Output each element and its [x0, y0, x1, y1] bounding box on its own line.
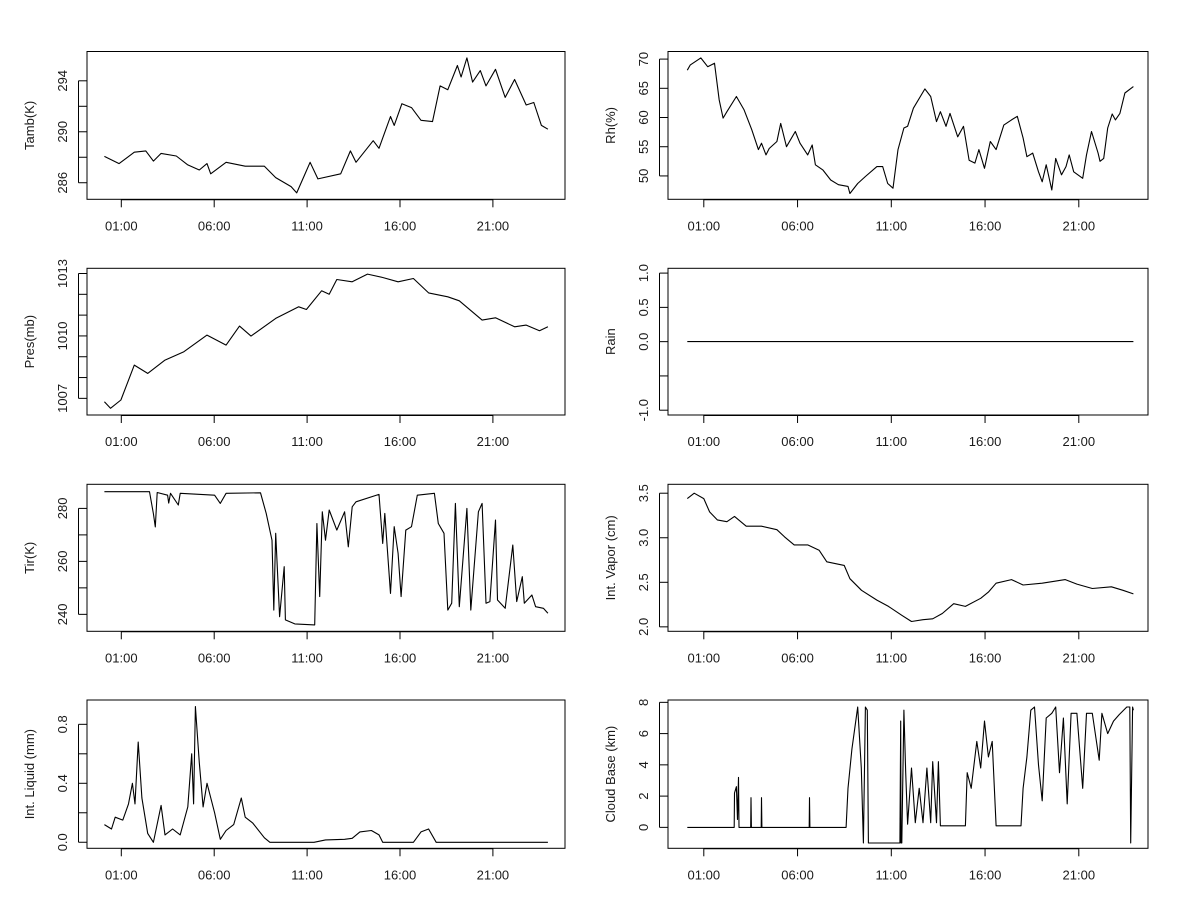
y-tick-label: -1.0	[636, 399, 651, 421]
plot-frame	[86, 267, 566, 416]
y-tick-label: 286	[55, 172, 70, 194]
y-tick-label: 6	[636, 730, 651, 737]
y-tick-label: 1013	[55, 259, 70, 288]
y-tick-label: 280	[55, 498, 70, 520]
panel-int-vapor-cm: 01:00 06:00 11:00 16:00 21:00 2.0 2.5 3.0 3.5 Int…	[603, 483, 1149, 665]
y-axis-title: Rain	[603, 328, 618, 355]
panel-cloud-base-km: 01:00 06:00 11:00 16:00 21:00 0 2 4 6 8 Cloud Base…	[603, 699, 1149, 882]
y-axis-title: Cloud Base (km)	[603, 726, 618, 823]
x-tick-label: 11:00	[291, 434, 323, 449]
y-tick-label: 0.8	[55, 715, 70, 733]
x-tick-label: 01:00	[105, 867, 138, 882]
y-tick-label: 294	[55, 70, 70, 92]
x-tick-label: 21:00	[1063, 650, 1096, 665]
x-tick-label: 21:00	[477, 867, 510, 882]
panel-rh: 01:00 06:00 11:00 16:00 21:00 50 55 60 65 70 Rh(%)	[603, 51, 1149, 233]
y-tick-label: 2.0	[636, 618, 651, 636]
x-tick-label: 11:00	[291, 867, 323, 882]
panel-int-liquid-mm: 01:00 06:00 11:00 16:00 21:00 0.0 0.4 0.8 Int. L…	[22, 699, 566, 882]
y-tick-label: 1007	[55, 384, 70, 413]
y-axis-title: Tir(K)	[22, 542, 37, 574]
y-tick-label: 0.4	[55, 774, 70, 792]
x-tick-label: 06:00	[781, 650, 814, 665]
y-tick-label: 0.5	[636, 298, 651, 316]
y-tick-label: 2	[636, 792, 651, 799]
x-tick-label: 06:00	[198, 867, 231, 882]
series-line	[104, 706, 548, 843]
x-tick-label: 11:00	[876, 867, 908, 882]
x-tick-label: 06:00	[781, 434, 814, 449]
y-tick-label: 0	[636, 824, 651, 831]
x-tick-label: 11:00	[876, 218, 908, 233]
panel-pres-mb: 01:00 06:00 11:00 16:00 21:00 1007 1010 1013 Pre…	[22, 259, 566, 449]
x-tick-label: 16:00	[969, 218, 1002, 233]
x-tick-label: 16:00	[969, 434, 1002, 449]
x-tick-label: 01:00	[688, 867, 721, 882]
x-tick-label: 06:00	[198, 650, 231, 665]
y-tick-label: 3.5	[636, 484, 651, 502]
plot-frame	[667, 483, 1149, 632]
x-tick-label: 01:00	[105, 650, 138, 665]
plot-frame	[667, 699, 1149, 849]
series-line	[104, 57, 549, 194]
y-axis-title: Pres(mb)	[22, 315, 37, 368]
x-tick-label: 01:00	[105, 218, 138, 233]
y-tick-label: 70	[636, 52, 651, 66]
y-tick-label: 1010	[55, 321, 70, 350]
y-tick-label: 65	[636, 81, 651, 95]
x-tick-label: 06:00	[781, 867, 814, 882]
x-tick-label: 11:00	[291, 218, 323, 233]
x-tick-label: 01:00	[688, 650, 721, 665]
x-tick-label: 16:00	[384, 867, 417, 882]
x-tick-label: 16:00	[384, 434, 417, 449]
y-tick-label: 8	[636, 699, 651, 706]
y-tick-label: 55	[636, 139, 651, 153]
y-axis-title: Int. Liquid (mm)	[22, 729, 37, 819]
y-tick-label: 2.5	[636, 573, 651, 591]
x-tick-label: 01:00	[688, 218, 721, 233]
series-line	[104, 491, 549, 626]
x-tick-label: 16:00	[384, 650, 417, 665]
x-tick-label: 16:00	[969, 867, 1002, 882]
y-tick-label: 50	[636, 169, 651, 183]
series-line	[103, 273, 549, 409]
panel-tir-k: 01:00 06:00 11:00 16:00 21:00 240 260 280 Tir(K)	[22, 483, 566, 665]
x-tick-label: 16:00	[969, 650, 1002, 665]
x-tick-label: 21:00	[1063, 218, 1096, 233]
y-axis-title: Rh(%)	[603, 107, 618, 144]
x-tick-label: 21:00	[477, 434, 510, 449]
x-tick-label: 21:00	[477, 218, 510, 233]
x-tick-label: 16:00	[384, 218, 417, 233]
y-tick-label: 60	[636, 110, 651, 124]
x-tick-label: 06:00	[198, 218, 231, 233]
panel-tamb-k: 01:00 06:00 11:00 16:00 21:00 286 290 294 Tamb(K…	[22, 51, 566, 233]
x-tick-label: 01:00	[688, 434, 721, 449]
x-tick-label: 21:00	[1063, 867, 1096, 882]
x-tick-label: 06:00	[198, 434, 231, 449]
x-tick-label: 06:00	[781, 218, 814, 233]
y-tick-label: 0.0	[55, 833, 70, 851]
y-tick-label: 0.0	[636, 333, 651, 351]
y-axis-title: Int. Vapor (cm)	[603, 515, 618, 600]
y-tick-label: 240	[55, 603, 70, 625]
y-axis-title: Tamb(K)	[22, 101, 37, 150]
x-tick-label: 01:00	[105, 434, 138, 449]
x-tick-label: 11:00	[876, 650, 908, 665]
y-tick-label: 3.0	[636, 529, 651, 547]
x-tick-label: 21:00	[477, 650, 510, 665]
x-tick-label: 21:00	[1063, 434, 1096, 449]
y-tick-label: 290	[55, 121, 70, 143]
y-tick-label: 260	[55, 551, 70, 573]
series-line	[686, 57, 1134, 195]
x-tick-label: 11:00	[291, 650, 323, 665]
y-tick-label: 1.0	[636, 264, 651, 282]
x-tick-label: 11:00	[876, 434, 908, 449]
panel-rain: 01:00 06:00 11:00 16:00 21:00 -1.0 0.0 0.5 1.0 Ra…	[603, 264, 1149, 449]
series-line	[686, 492, 1134, 623]
y-tick-label: 4	[636, 761, 651, 768]
plot-frame	[86, 699, 566, 849]
series-line	[687, 706, 1134, 844]
